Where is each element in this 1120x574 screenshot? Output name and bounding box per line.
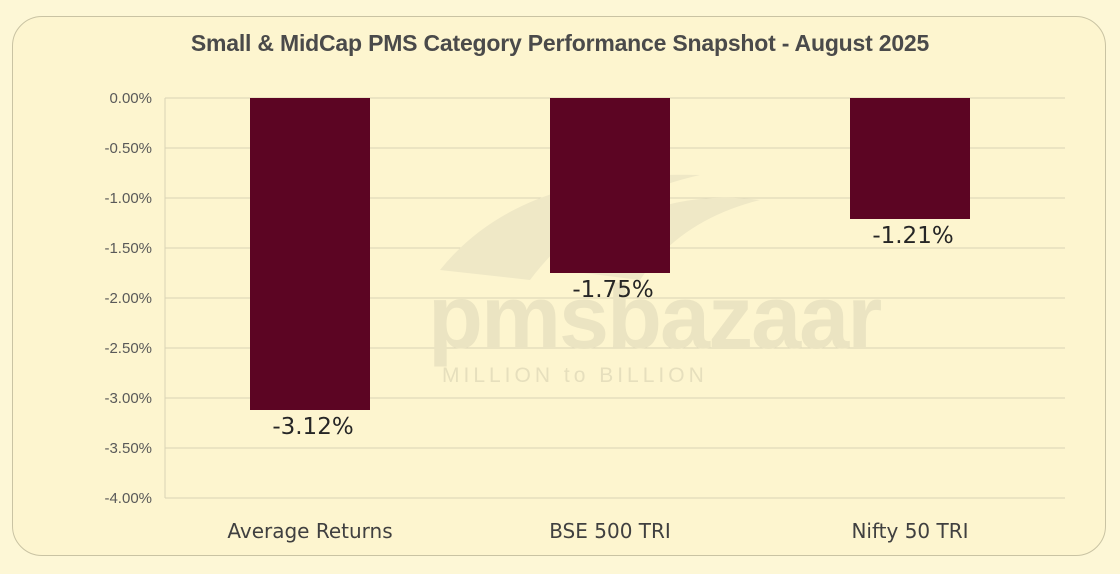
watermark-brand: pmsbazaar [428, 268, 881, 368]
y-tick-label: -2.00% [104, 290, 152, 307]
x-tick-label: Nifty 50 TRI [851, 519, 968, 543]
x-axis-labels: Average Returns BSE 500 TRI Nifty 50 TRI [227, 519, 968, 543]
bar [550, 98, 670, 273]
chart-title: Small & MidCap PMS Category Performance … [190, 30, 930, 56]
y-tick-label: -4.00% [104, 490, 152, 507]
y-tick-label: -1.50% [104, 240, 152, 257]
data-labels: -3.12% -1.75% -1.21% [272, 223, 953, 440]
y-tick-label: -3.50% [104, 440, 152, 457]
watermark-tagline: MILLION to BILLION [442, 364, 708, 387]
bars [250, 98, 970, 410]
data-label: -1.21% [872, 223, 953, 249]
y-tick-label: -1.00% [104, 190, 152, 207]
y-tick-label: -0.50% [104, 140, 152, 157]
y-tick-label: -2.50% [104, 340, 152, 357]
y-tick-label: -3.00% [104, 390, 152, 407]
x-tick-label: BSE 500 TRI [549, 519, 671, 543]
bar [850, 98, 970, 219]
x-tick-label: Average Returns [227, 519, 392, 543]
y-axis-ticks: 0.00% -0.50% -1.00% -1.50% -2.00% -2.50% -3.00… [104, 90, 152, 507]
data-label: -1.75% [572, 277, 653, 303]
y-tick-label: 0.00% [109, 90, 152, 107]
bar [250, 98, 370, 410]
data-label: -3.12% [272, 414, 353, 440]
